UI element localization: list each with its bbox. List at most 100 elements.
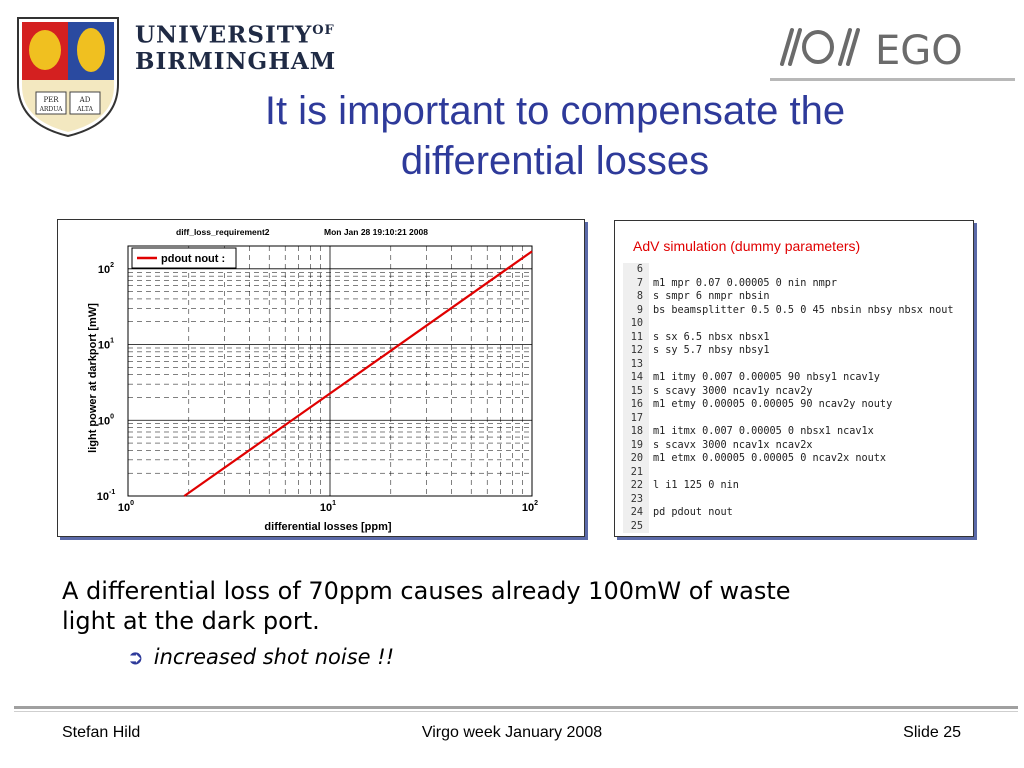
code-line-number: 17 xyxy=(623,411,649,425)
ego-logo-text: EGO xyxy=(875,28,963,72)
footer-author: Stefan Hild xyxy=(62,724,141,741)
code-line-text xyxy=(649,520,653,534)
simulation-title: AdV simulation (dummy parameters) xyxy=(633,238,861,254)
code-line-number: 11 xyxy=(623,330,649,344)
crest-text-ad: AD xyxy=(79,96,91,104)
code-line-text xyxy=(649,493,653,507)
plot-grid xyxy=(127,245,533,497)
header-divider xyxy=(770,78,1015,81)
crest-text-alta: ALTA xyxy=(76,106,94,113)
code-line-number: 8 xyxy=(623,290,649,304)
code-line-text: m1 etmy 0.00005 0.00005 90 ncav2y nouty xyxy=(653,399,893,410)
code-line: 8 s smpr 6 nmpr nbsin xyxy=(623,290,969,304)
code-line: 10 xyxy=(623,317,969,331)
legend-box xyxy=(131,247,237,269)
code-line-number: 12 xyxy=(623,344,649,358)
code-line-text: s sx 6.5 nbsx nbsx1 xyxy=(653,331,770,343)
main-text-line-2: light at the dark port. xyxy=(62,607,320,635)
university-of: OF xyxy=(312,23,335,38)
x-tick-label: 102 xyxy=(522,500,538,514)
code-line-text xyxy=(649,358,653,372)
code-line-number: 15 xyxy=(623,384,649,398)
code-line: 13 xyxy=(623,357,969,372)
crest-text-ardua: ARDUA xyxy=(39,106,64,113)
code-line-number: 22 xyxy=(623,479,649,493)
code-line-number: 14 xyxy=(623,371,649,385)
sub-point-text: increased shot noise !! xyxy=(153,645,395,669)
code-line: 20 m1 etmx 0.00005 0.00005 0 ncav2x noutx xyxy=(623,452,969,466)
x-tick-base: 10 xyxy=(522,502,534,514)
code-line-text: l i1 125 0 nin xyxy=(653,480,739,491)
x-tick-exponent: 0 xyxy=(130,500,134,507)
code-line-number: 21 xyxy=(623,465,649,479)
code-line: 7 m1 mpr 0.07 0.00005 0 nin nmpr xyxy=(623,276,969,290)
code-line-text: pd pdout nout xyxy=(653,507,733,518)
simulation-code-panel: AdV simulation (dummy parameters) 6 7 m1 m… xyxy=(614,220,974,537)
y-tick-base: 10 xyxy=(97,491,109,503)
loss-plot-frame: diff_loss_requirement2 Mon Jan 28 19:10:… xyxy=(57,219,585,537)
plot-header-date: Mon Jan 28 19:10:21 2008 xyxy=(324,227,428,237)
code-line-text xyxy=(649,317,653,331)
code-line: 21 xyxy=(623,465,969,480)
plot-series xyxy=(183,250,533,497)
code-line-text xyxy=(649,412,653,426)
footer-divider-thin xyxy=(14,711,1018,712)
code-line: 25 xyxy=(623,519,969,534)
code-line-number: 23 xyxy=(623,492,649,506)
code-line: 24 pd pdout nout xyxy=(623,506,969,520)
code-line: 14 m1 itmy 0.007 0.00005 90 nbsy1 ncav1y xyxy=(623,371,969,385)
code-line-number: 13 xyxy=(623,357,649,371)
y-tick-exponent: 1 xyxy=(110,338,114,345)
code-line-text xyxy=(649,466,653,480)
y-tick-exponent: 2 xyxy=(110,262,114,269)
code-line-number: 18 xyxy=(623,425,649,439)
x-tick-label: 101 xyxy=(320,500,336,514)
y-tick-exponent: 0 xyxy=(110,413,114,420)
series-line xyxy=(183,250,533,497)
loss-plot: diff_loss_requirement2 Mon Jan 28 19:10:… xyxy=(87,227,538,533)
code-line: 23 xyxy=(623,492,969,507)
university-logo-text: UNIVERSITYOF BIRMINGHAM xyxy=(135,18,336,75)
ego-logo: EGO xyxy=(780,28,963,72)
code-line-number: 7 xyxy=(623,276,649,290)
x-tick-base: 10 xyxy=(118,502,130,514)
slide-header: PER ARDUA AD ALTA UNIVERSITYOF BIRMINGHA… xyxy=(0,0,1024,200)
code-line-number: 16 xyxy=(623,398,649,412)
code-line-text: s scavx 3000 ncav1x ncav2x xyxy=(653,439,813,451)
code-line-text xyxy=(649,263,653,277)
slide-title-line-1: It is important to compensate the xyxy=(264,89,846,133)
code-line-number: 19 xyxy=(623,438,649,452)
footer-divider xyxy=(14,706,1018,709)
x-tick-label: 100 xyxy=(118,500,134,514)
code-line-number: 6 xyxy=(623,263,649,277)
code-line: 15 s scavy 3000 ncav1y ncav2y xyxy=(623,384,969,398)
code-line-number: 20 xyxy=(623,452,649,466)
slide-title: It is important to compensate the differ… xyxy=(130,86,980,186)
university-crest-icon: PER ARDUA AD ALTA xyxy=(17,17,119,138)
code-line: 19 s scavx 3000 ncav1x ncav2x xyxy=(623,438,969,452)
code-line-text: m1 itmy 0.007 0.00005 90 nbsy1 ncav1y xyxy=(653,372,880,383)
code-line-text: s sy 5.7 nbsy nbsy1 xyxy=(653,345,770,356)
code-line: 22 l i1 125 0 nin xyxy=(623,479,969,493)
y-tick-label: 102 xyxy=(98,262,114,276)
code-line-text: m1 itmx 0.007 0.00005 0 nbsx1 ncav1x xyxy=(653,426,874,437)
main-text: A differential loss of 70ppm causes alre… xyxy=(62,576,962,636)
y-tick-base: 10 xyxy=(98,340,110,352)
code-line: 6 xyxy=(623,263,969,277)
code-line: 11 s sx 6.5 nbsx nbsx1 xyxy=(623,330,969,344)
sub-point: ➲ increased shot noise !! xyxy=(127,645,394,669)
y-tick-label: 101 xyxy=(98,338,114,352)
code-line: 12 s sy 5.7 nbsy nbsy1 xyxy=(623,344,969,358)
university-name-line2: BIRMINGHAM xyxy=(135,47,337,75)
footer-slide-number: Slide 25 xyxy=(903,724,961,741)
x-tick-base: 10 xyxy=(320,502,332,514)
code-line-number: 9 xyxy=(623,303,649,317)
plot-header-name: diff_loss_requirement2 xyxy=(176,227,270,237)
university-name-line1: UNIVERSITY xyxy=(135,21,313,49)
y-tick-base: 10 xyxy=(98,415,110,427)
code-listing: 6 7 m1 mpr 0.07 0.00005 0 nin nmpr 8 s smpr … xyxy=(623,263,969,533)
code-line-text: s scavy 3000 ncav1y ncav2y xyxy=(653,385,813,397)
footer-event: Virgo week January 2008 xyxy=(421,724,603,741)
x-tick-exponent: 2 xyxy=(534,500,538,507)
plot-x-label: differential losses [ppm] xyxy=(264,521,391,533)
